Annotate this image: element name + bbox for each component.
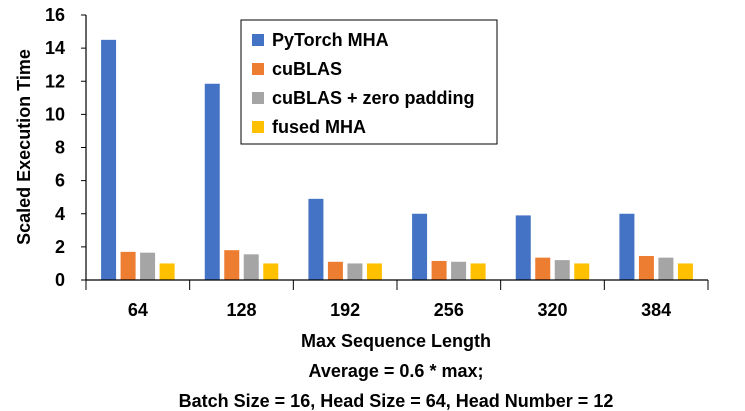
y-tick-label: 2 bbox=[55, 237, 65, 257]
bar-fused-mha-384 bbox=[677, 263, 693, 280]
y-axis-ticks: 0 2 4 6 8 10 12 14 16 bbox=[45, 5, 86, 290]
x-axis-note-params: Batch Size = 16, Head Size = 64, Head Nu… bbox=[179, 391, 614, 411]
bar-pytorch-mha-256 bbox=[412, 213, 428, 280]
bar-cublas-128 bbox=[224, 250, 240, 280]
bar-cublas-zero-padding-256 bbox=[451, 261, 467, 280]
bar-fused-mha-320 bbox=[574, 263, 590, 280]
bar-cublas-zero-padding-128 bbox=[243, 254, 259, 280]
bar-cublas-zero-padding-384 bbox=[658, 257, 674, 280]
bar-cublas-320 bbox=[535, 257, 551, 280]
legend-swatch bbox=[252, 92, 264, 104]
legend-swatch bbox=[252, 34, 264, 46]
bar-series-group bbox=[101, 39, 693, 280]
bar-pytorch-mha-192 bbox=[308, 198, 324, 280]
y-axis-title: Scaled Execution Time bbox=[14, 49, 34, 245]
bar-fused-mha-64 bbox=[159, 263, 175, 280]
x-tick-label: 128 bbox=[226, 300, 256, 320]
legend-label: fused MHA bbox=[272, 117, 366, 137]
y-tick-label: 4 bbox=[55, 204, 65, 224]
x-axis-ticks: 64 128 192 256 320 384 bbox=[85, 280, 709, 320]
bar-pytorch-mha-64 bbox=[101, 39, 117, 280]
bar-fused-mha-192 bbox=[366, 263, 382, 280]
bar-fused-mha-256 bbox=[470, 263, 486, 280]
legend-box bbox=[240, 19, 498, 145]
bar-pytorch-mha-320 bbox=[515, 215, 531, 280]
legend-label: cuBLAS + zero padding bbox=[272, 88, 475, 108]
x-tick-label: 192 bbox=[330, 300, 360, 320]
y-tick-label: 16 bbox=[45, 5, 65, 25]
x-tick-label: 256 bbox=[434, 300, 464, 320]
y-tick-label: 8 bbox=[55, 138, 65, 158]
legend-swatch bbox=[252, 121, 264, 133]
legend-swatch bbox=[252, 63, 264, 75]
bar-cublas-64 bbox=[120, 251, 136, 280]
y-tick-label: 0 bbox=[55, 270, 65, 290]
bar-pytorch-mha-128 bbox=[204, 83, 220, 280]
x-tick-label: 320 bbox=[537, 300, 567, 320]
y-tick-label: 14 bbox=[45, 38, 65, 58]
bar-cublas-256 bbox=[431, 260, 447, 280]
x-axis-title: Max Sequence Length bbox=[301, 331, 491, 351]
legend-label: cuBLAS bbox=[272, 59, 342, 79]
y-tick-label: 6 bbox=[55, 171, 65, 191]
bar-cublas-384 bbox=[638, 255, 654, 280]
legend: PyTorch MHA cuBLAS cuBLAS + zero padding fu… bbox=[240, 19, 498, 145]
x-tick-label: 64 bbox=[128, 300, 148, 320]
x-tick-label: 384 bbox=[641, 300, 671, 320]
y-tick-label: 12 bbox=[45, 71, 65, 91]
bar-pytorch-mha-384 bbox=[619, 213, 635, 280]
bar-cublas-192 bbox=[327, 261, 343, 280]
y-tick-label: 10 bbox=[45, 104, 65, 124]
legend-label: PyTorch MHA bbox=[272, 30, 389, 50]
bar-fused-mha-128 bbox=[263, 263, 279, 280]
bar-cublas-zero-padding-192 bbox=[347, 263, 363, 280]
bar-cublas-zero-padding-320 bbox=[554, 260, 570, 280]
bar-cublas-zero-padding-64 bbox=[140, 252, 156, 280]
x-axis-note-average: Average = 0.6 * max; bbox=[309, 361, 484, 381]
